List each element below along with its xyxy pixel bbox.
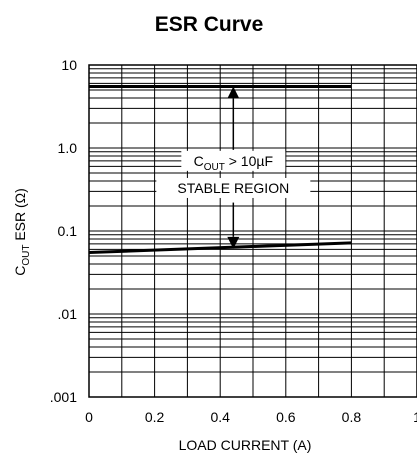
y-tick-label: .001	[50, 389, 77, 405]
arrow-up-head	[227, 86, 240, 99]
arrow-down-head	[227, 236, 240, 249]
y-axis-title: COUT ESR (Ω)	[12, 188, 32, 276]
x-tick-labels: 0 0.2 0.4 0.6 0.8 1	[85, 409, 417, 425]
annotation-cout-main: C	[194, 153, 204, 169]
x-tick-label: 0	[85, 409, 93, 425]
lower-esr-limit-line	[88, 241, 352, 255]
x-tick-label: 0.2	[145, 409, 165, 425]
annotation-stable-region: STABLE REGION	[177, 180, 289, 196]
y-tick-label: 1.0	[58, 140, 78, 156]
grid	[88, 65, 417, 398]
chart-title: ESR Curve	[155, 13, 264, 36]
y-tick-label: 0.1	[58, 223, 78, 239]
y-tick-label: 10	[61, 57, 77, 73]
x-axis-title: LOAD CURRENT (A)	[179, 437, 312, 453]
y-tick-label: .01	[58, 306, 78, 322]
x-tick-label: 1	[413, 409, 417, 425]
y-axis-title-rest: ESR (Ω)	[12, 188, 28, 244]
y-axis-title-main: C	[12, 266, 28, 276]
series-lines	[88, 85, 352, 255]
x-tick-label: 0.4	[210, 409, 230, 425]
plot-frame	[88, 64, 417, 398]
x-tick-label: 0.6	[276, 409, 296, 425]
annotation-cout: COUT > 10µF	[194, 153, 273, 173]
annotation-cout-rest: > 10µF	[225, 153, 273, 169]
annotation-stable-bg	[156, 177, 311, 198]
y-axis-title-sub: OUT	[21, 245, 32, 266]
y-tick-labels: 10 1.0 0.1 .01 .001	[50, 57, 77, 405]
annotation-cout-bg	[181, 150, 286, 171]
x-tick-label: 0.8	[342, 409, 362, 425]
annotations: COUT > 10µF STABLE REGION	[156, 150, 311, 198]
annotation-cout-sub: OUT	[204, 162, 225, 173]
arrows	[227, 86, 240, 249]
